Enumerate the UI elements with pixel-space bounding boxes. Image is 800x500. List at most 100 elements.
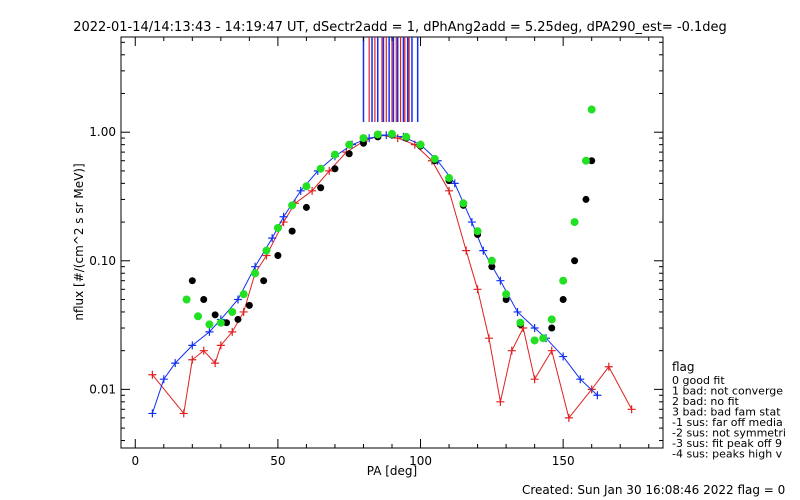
fit-point — [571, 257, 579, 265]
data-point — [171, 359, 180, 368]
fit-point — [530, 336, 539, 345]
data-point — [604, 362, 613, 371]
fit-point — [302, 203, 310, 211]
series-green — [182, 105, 596, 345]
fit-point — [316, 164, 325, 173]
data-point — [530, 324, 539, 333]
legend-entry: 1 bad: not converge — [672, 385, 783, 398]
data-point — [325, 166, 334, 175]
legend-entry: -3 sus: fit peak off 9 — [672, 437, 782, 450]
series-line — [151, 134, 633, 419]
x-tick-label: 100 — [409, 454, 432, 468]
x-tick-label: 0 — [131, 454, 139, 468]
data-point — [513, 307, 522, 316]
legend-entry: -1 sus: far off media — [672, 416, 783, 429]
chart-title: 2022-01-14/14:13:43 - 14:19:47 UT, dSect… — [73, 20, 727, 35]
series-line — [151, 134, 598, 414]
flag-legend: flag 0 good fit 1 bad: not converge 2 ba… — [672, 360, 786, 461]
fit-point — [345, 150, 353, 158]
data-point — [228, 327, 237, 336]
data-point — [593, 391, 602, 400]
x-axis-label: PA [deg] — [367, 464, 417, 478]
data-point — [576, 375, 585, 384]
fit-point — [234, 315, 242, 323]
fit-point — [188, 277, 196, 285]
data-point — [530, 375, 539, 384]
data-point — [159, 375, 168, 384]
fit-point — [388, 129, 396, 138]
fit-point — [373, 130, 382, 139]
fit-point — [251, 269, 260, 278]
fit-point — [402, 132, 411, 141]
vertical-markers — [362, 37, 419, 123]
fit-point — [216, 318, 225, 327]
fit-point — [516, 318, 525, 327]
x-tick-label: 50 — [270, 454, 285, 468]
fit-point — [288, 201, 297, 210]
y-tick-label: 1.00 — [89, 125, 116, 139]
y-tick-label: 0.01 — [89, 382, 116, 396]
data-point — [233, 295, 242, 304]
data-point — [188, 341, 197, 350]
data-point — [239, 307, 248, 316]
legend-entry: 3 bad: bad fam stat — [672, 406, 781, 419]
series-black — [188, 131, 596, 344]
data-point — [462, 246, 471, 255]
legend-entry: 2 bad: no fit — [672, 395, 740, 408]
fit-point — [570, 218, 579, 227]
fit-point — [205, 320, 214, 329]
axes: 0 50 100 150 0.01 0.10 1.00 — [89, 37, 663, 468]
fit-point — [539, 334, 548, 343]
fit-point — [502, 290, 511, 299]
fit-point — [430, 154, 439, 163]
fit-point — [488, 263, 496, 271]
data-point — [268, 234, 277, 243]
fit-point — [330, 150, 339, 159]
data-point — [507, 346, 516, 355]
fit-point — [245, 301, 253, 309]
fit-point — [359, 134, 368, 143]
data-point — [467, 218, 476, 227]
fit-point — [288, 227, 296, 235]
fit-point — [331, 165, 339, 173]
data-point — [564, 413, 573, 422]
data-point — [211, 359, 220, 368]
data-series — [148, 105, 636, 422]
fit-point — [302, 182, 311, 191]
fit-point — [200, 295, 208, 303]
fit-point — [587, 105, 596, 114]
data-point — [296, 186, 305, 195]
data-point — [627, 405, 636, 414]
fit-point — [228, 307, 237, 316]
fit-point — [473, 227, 482, 236]
data-point — [445, 186, 454, 195]
fit-point — [345, 140, 354, 149]
fit-point — [182, 295, 191, 304]
legend-entry: 0 good fit — [672, 374, 725, 387]
data-point — [559, 352, 568, 361]
data-point — [279, 212, 288, 221]
fit-point — [582, 195, 590, 203]
legend-entry: -2 sus: not symmetri — [672, 427, 786, 440]
fit-point — [274, 251, 282, 259]
fit-point — [239, 290, 248, 299]
data-point — [484, 334, 493, 343]
fit-point — [445, 174, 454, 183]
fit-point — [262, 246, 271, 255]
fit-point — [559, 276, 568, 285]
y-tick-label: 0.10 — [89, 254, 116, 268]
data-point — [450, 179, 459, 188]
data-point — [496, 397, 505, 406]
fit-point — [547, 315, 556, 324]
fit-point — [416, 140, 425, 149]
data-point — [308, 186, 317, 195]
fit-point — [194, 312, 203, 321]
data-point — [179, 409, 188, 418]
fit-point — [559, 295, 567, 303]
fit-point — [487, 256, 496, 265]
fit-point — [459, 199, 468, 208]
fit-point — [260, 277, 268, 285]
fit-point — [273, 223, 282, 232]
data-point — [216, 341, 225, 350]
fit-point — [581, 156, 590, 165]
